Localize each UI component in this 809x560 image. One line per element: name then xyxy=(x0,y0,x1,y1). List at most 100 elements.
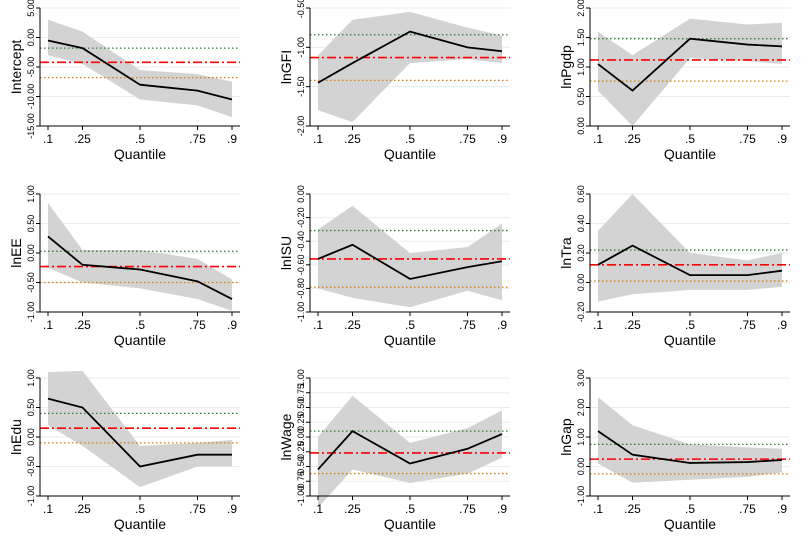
y-tick-label: 0.00 xyxy=(576,117,586,135)
y-tick-label: 0.40 xyxy=(576,215,586,233)
x-tick-label: .1 xyxy=(313,502,323,516)
coefficient-line xyxy=(597,430,783,464)
x-tick-label: .25 xyxy=(74,132,91,146)
x-tick-label: .75 xyxy=(739,502,756,516)
panel-lnedu: -1.00 -0.50 0.00 0.50 1.00 .1 .25 .5 .75 .9 Quanti… xyxy=(8,369,240,532)
y-tick-label: 0.50 xyxy=(26,399,36,417)
y-tick-label: -0.20 xyxy=(296,207,306,228)
x-tick-label: .1 xyxy=(313,132,323,146)
confidence-band xyxy=(48,370,232,488)
y-tick-label: 1.50 xyxy=(576,29,586,47)
y-tick-label: -10.00 xyxy=(26,84,36,110)
y-tick-label: 1.00 xyxy=(26,185,36,203)
x-tick-label: .5 xyxy=(135,132,145,146)
y-tick-label: -0.50 xyxy=(296,456,306,477)
y-tick-label: 0.00 xyxy=(296,185,306,203)
x-axis-title: Quantile xyxy=(114,332,166,348)
x-tick-label: .75 xyxy=(459,318,476,332)
y-tick-label: -5.00 xyxy=(26,57,36,78)
x-tick-label: .25 xyxy=(624,502,641,516)
x-tick-label: .25 xyxy=(624,132,641,146)
x-tick-label: .9 xyxy=(497,502,507,516)
panel-lnee: -1.00 -0.50 0.00 0.50 1.00 .1 .25 .5 .75 .9 Quanti… xyxy=(8,185,240,348)
x-tick-label: .75 xyxy=(459,132,476,146)
y-tick-label: -1.00 xyxy=(576,486,586,507)
x-tick-label: .5 xyxy=(405,318,415,332)
y-axis-title: lnTra xyxy=(558,237,574,269)
coefficient-line xyxy=(317,429,503,471)
y-axis-title: lnWage xyxy=(278,413,294,460)
y-tick-label: 0.00 xyxy=(576,274,586,292)
confidence-band xyxy=(318,205,502,308)
x-tick-label: .1 xyxy=(43,502,53,516)
panel-lngfi: -2.00 -1.50 -1.00 -0.50 .1 .25 .5 .75 .9 Quantile… xyxy=(278,0,510,162)
y-tick-label: -0.40 xyxy=(296,231,306,252)
x-tick-label: .25 xyxy=(74,318,91,332)
y-tick-label: 0.00 xyxy=(26,244,36,262)
x-tick-label: .9 xyxy=(777,318,787,332)
x-tick-label: .9 xyxy=(227,132,237,146)
x-axis-title: Quantile xyxy=(384,146,436,162)
x-tick-label: .1 xyxy=(593,502,603,516)
x-tick-label: .9 xyxy=(497,318,507,332)
y-tick-label: 3.00 xyxy=(576,369,586,387)
y-tick-label: 1.00 xyxy=(26,369,36,387)
y-tick-label: -1.00 xyxy=(296,37,306,58)
x-tick-label: .75 xyxy=(189,502,206,516)
y-axis-title: lnPgdp xyxy=(558,45,574,89)
y-tick-label: 0.50 xyxy=(576,88,586,106)
x-tick-label: .5 xyxy=(405,132,415,146)
y-tick-label: 5.00 xyxy=(26,0,36,17)
y-axis-title: lnGap xyxy=(558,418,574,456)
coefficient-line xyxy=(597,244,783,277)
x-axis-title: Quantile xyxy=(384,516,436,532)
coefficient-line xyxy=(317,243,503,280)
y-tick-label: 0.50 xyxy=(26,215,36,233)
y-tick-label: -1.00 xyxy=(296,486,306,507)
coefficient-line xyxy=(47,397,232,468)
x-tick-label: .1 xyxy=(593,318,603,332)
x-axis-title: Quantile xyxy=(664,146,716,162)
y-tick-label: -0.50 xyxy=(26,272,36,293)
x-tick-label: .1 xyxy=(313,318,323,332)
y-tick-label: -2.00 xyxy=(296,116,306,137)
y-tick-label: -0.60 xyxy=(296,255,306,276)
y-tick-label: -1.00 xyxy=(296,302,306,323)
x-tick-label: .5 xyxy=(405,502,415,516)
x-tick-label: .1 xyxy=(593,132,603,146)
coefficient-line xyxy=(597,37,783,92)
x-tick-label: .5 xyxy=(135,502,145,516)
x-tick-label: .5 xyxy=(685,132,695,146)
y-tick-label: -0.50 xyxy=(296,0,306,18)
y-tick-label: 0.20 xyxy=(576,244,586,262)
x-tick-label: .1 xyxy=(43,132,53,146)
x-tick-label: .75 xyxy=(739,318,756,332)
confidence-band xyxy=(318,11,502,123)
y-tick-label: -1.00 xyxy=(26,302,36,323)
x-axis-title: Quantile xyxy=(664,516,716,532)
x-tick-label: .9 xyxy=(227,502,237,516)
y-tick-label: 1.00 xyxy=(576,58,586,76)
panel-lnisu: -1.00 -0.80 -0.60 -0.40 -0.20 0.00 .1 .25 .5 .75.… xyxy=(278,185,510,348)
y-tick-label: -1.50 xyxy=(296,76,306,97)
x-tick-label: .25 xyxy=(624,318,641,332)
y-tick-label: -1.00 xyxy=(26,486,36,507)
panel-intercept: -15.00 -10.00 -5.00 0.00 5.00 .1 .25 .5 .75 .9 Qua… xyxy=(8,0,240,162)
x-tick-label: .5 xyxy=(685,502,695,516)
x-axis-title: Quantile xyxy=(664,332,716,348)
x-tick-label: .9 xyxy=(777,502,787,516)
y-tick-label: 0.00 xyxy=(296,428,306,446)
y-tick-label: 0.50 xyxy=(296,399,306,417)
coefficient-line xyxy=(47,39,233,101)
x-tick-label: .75 xyxy=(189,132,206,146)
x-axis-title: Quantile xyxy=(114,146,166,162)
coefficient-line xyxy=(47,235,233,300)
y-tick-label: 0.25 xyxy=(296,413,306,431)
x-tick-label: .25 xyxy=(344,132,361,146)
y-tick-label: 1.00 xyxy=(296,369,306,387)
y-tick-label: 0.00 xyxy=(26,29,36,47)
x-tick-label: .5 xyxy=(135,318,145,332)
y-tick-label: 0.00 xyxy=(26,428,36,446)
y-tick-label: 0.60 xyxy=(576,185,586,203)
